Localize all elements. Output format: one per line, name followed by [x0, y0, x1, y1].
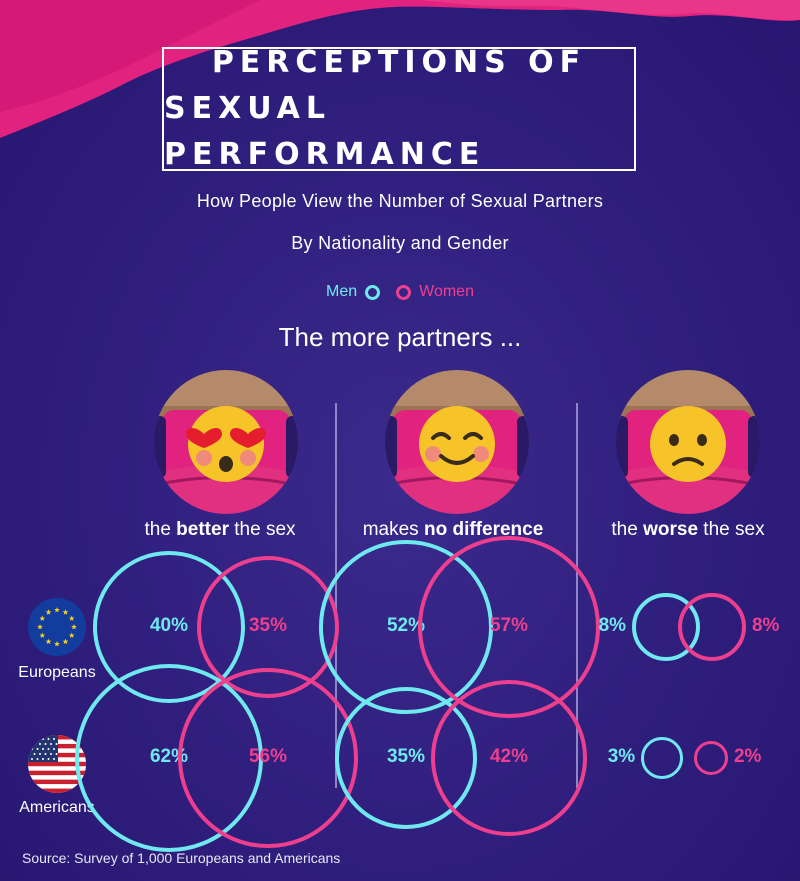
women-europeans-bubble-2-label: 8%	[751, 615, 780, 636]
subtitle-2: By Nationality and Gender	[291, 233, 509, 253]
legend-men-ring-icon	[365, 284, 381, 300]
row-label-europeans: Europeans	[18, 664, 96, 681]
title-line-2: SEXUAL PERFORMANCE	[164, 91, 486, 172]
category-label-better: the better the sex	[144, 519, 296, 540]
men-americans-bubble-2-label: 3%	[607, 746, 636, 767]
title-box: PERCEPTIONS OF SEXUAL PERFORMANCE	[162, 45, 636, 172]
row-label-americans: Americans	[19, 799, 95, 816]
women-americans-bubble-2	[694, 741, 728, 775]
title-line-1: PERCEPTIONS OF	[211, 45, 587, 80]
women-americans-bubble-1	[431, 680, 587, 836]
legend: Men Women	[0, 280, 800, 304]
legend-women-label: Women	[419, 283, 474, 300]
women-americans-bubble-0-label: 56%	[248, 746, 288, 767]
women-europeans-bubble-2	[678, 593, 746, 661]
women-americans-bubble-2-label: 2%	[733, 746, 762, 767]
men-europeans-bubble-0-label: 40%	[149, 615, 189, 636]
women-europeans-bubble-0-label: 35%	[248, 615, 288, 636]
legend-women-ring-icon	[396, 284, 412, 300]
men-europeans-bubble-2-label: 8%	[598, 615, 627, 636]
women-europeans-bubble-1-label: 57%	[489, 615, 529, 636]
men-americans-bubble-1-label: 35%	[386, 746, 426, 767]
smiling-emoji-icon	[385, 370, 529, 514]
women-americans-bubble-1-label: 42%	[489, 746, 529, 767]
lead-text: The more partners ...	[278, 322, 522, 352]
frowning-emoji-icon	[616, 370, 760, 514]
legend-men-label: Men	[326, 283, 358, 300]
subtitle-1: How People View the Number of Sexual Par…	[196, 191, 604, 211]
source-note: Source: Survey of 1,000 Europeans and Am…	[22, 850, 341, 866]
men-europeans-bubble-1-label: 52%	[386, 615, 426, 636]
category-label-worse: the worse the sex	[611, 519, 765, 540]
heart-eyes-emoji-icon	[154, 370, 298, 514]
men-americans-bubble-2	[641, 737, 683, 779]
pink-drape-decoration	[0, 0, 800, 138]
category-label-no-difference: makes no difference	[362, 519, 544, 540]
eu-flag-icon	[28, 598, 86, 656]
